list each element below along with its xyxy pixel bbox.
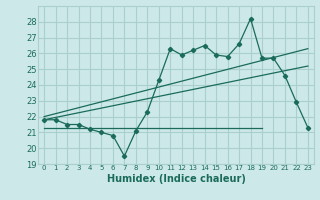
- X-axis label: Humidex (Indice chaleur): Humidex (Indice chaleur): [107, 174, 245, 184]
